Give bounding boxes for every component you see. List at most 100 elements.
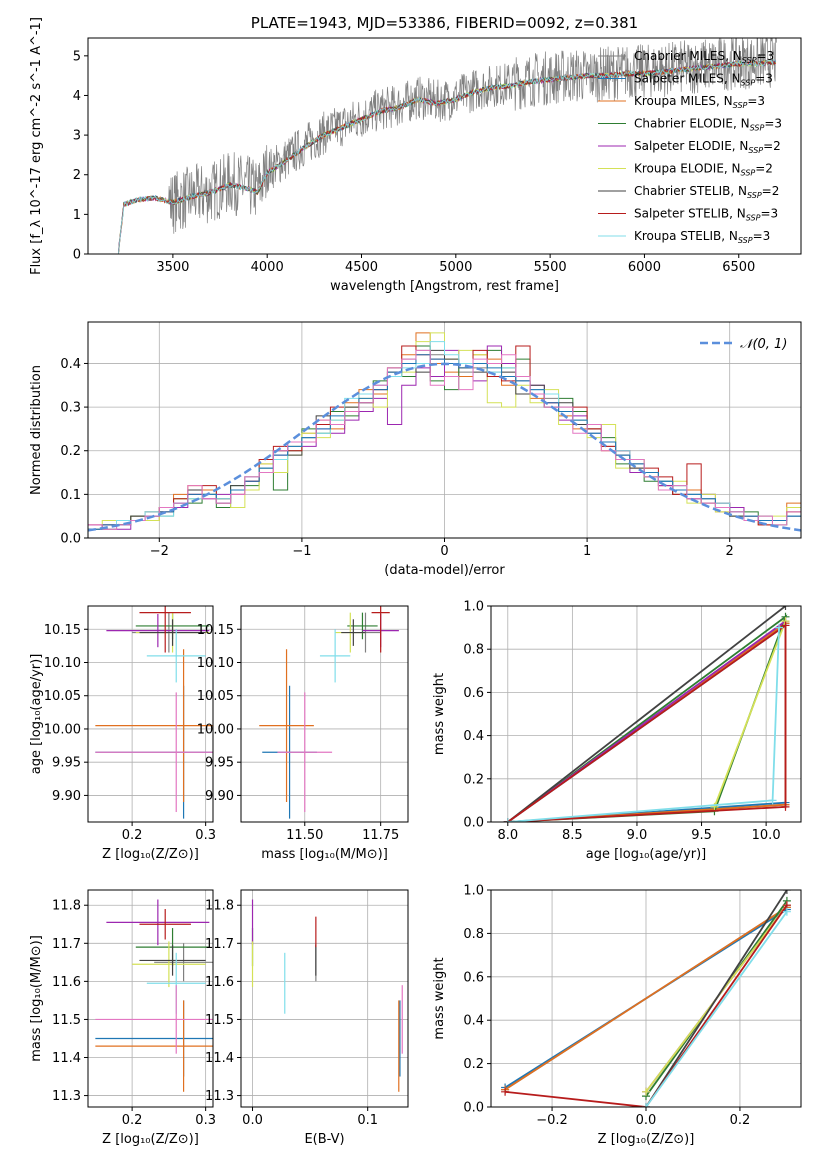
y-tick-label: 11.4 xyxy=(205,1051,234,1066)
y-tick-label: 10.05 xyxy=(197,689,234,704)
legend-label: 𝒩(0, 1) xyxy=(740,337,787,352)
x-tick-label: 0.3 xyxy=(195,828,216,843)
y-tick-label: 0.2 xyxy=(463,772,484,787)
legend-label: Chabrier ELODIE, NSSP=3 xyxy=(634,117,782,133)
legend-label: Kroupa STELIB, NSSP=3 xyxy=(634,229,770,245)
x-tick-label: 0.3 xyxy=(195,1113,216,1128)
y-tick-label: 9.95 xyxy=(205,756,234,771)
y-tick-label: 0.2 xyxy=(60,444,81,459)
x-axis-label: age [log₁₀(age/yr)] xyxy=(586,847,707,862)
legend-label: Chabrier STELIB, NSSP=2 xyxy=(634,184,779,200)
y-tick-label: 11.8 xyxy=(52,899,81,914)
mass-weight-line xyxy=(505,904,788,1107)
y-tick-label: 11.7 xyxy=(52,937,81,952)
x-axis-label: mass [log₁₀(M/M⊙)] xyxy=(261,847,388,862)
mass-weight-marker xyxy=(501,1087,510,1096)
x-tick-label: 5500 xyxy=(534,260,567,275)
mass-weight-line xyxy=(507,606,787,822)
y-tick-label: 0.8 xyxy=(463,927,484,942)
mass-weight-marker xyxy=(710,802,719,811)
y-tick-label: 0.4 xyxy=(463,729,484,744)
y-tick-label: 11.6 xyxy=(205,975,234,990)
mass_vs_Z-plot-area xyxy=(95,899,213,1092)
histogram-plot-area xyxy=(88,332,801,538)
spectrum-model-line xyxy=(117,59,777,254)
x-tick-label: 9.0 xyxy=(627,828,648,843)
y-tick-label: 10.10 xyxy=(44,656,81,671)
x-axis-label: wavelength [Angstrom, rest frame] xyxy=(330,279,559,294)
y-tick-label: 2 xyxy=(73,168,81,183)
y-tick-label: 5 xyxy=(73,49,81,64)
x-tick-label: 0.2 xyxy=(122,1113,143,1128)
x-tick-label: 6000 xyxy=(628,260,661,275)
x-tick-label: 5000 xyxy=(439,260,472,275)
x-tick-label: 0.2 xyxy=(122,828,143,843)
x-axis-label: E(B-V) xyxy=(304,1132,344,1147)
massweight_vs_age-plot-area xyxy=(503,606,790,822)
x-tick-label: 0.2 xyxy=(730,1113,751,1128)
y-tick-label: 0.1 xyxy=(60,488,81,503)
y-tick-label: 0.2 xyxy=(463,1057,484,1072)
axes-frame xyxy=(87,605,214,823)
x-tick-label: −2 xyxy=(150,544,169,559)
y-tick-label: 1 xyxy=(73,208,81,223)
axes-frame xyxy=(87,889,214,1108)
x-tick-label: 11.75 xyxy=(362,828,399,843)
mass-weight-marker xyxy=(503,818,512,822)
legend-label: Chabrier MILES, NSSP=3 xyxy=(634,49,774,65)
y-tick-label: 1.0 xyxy=(463,884,484,899)
y-tick-label: 11.6 xyxy=(52,975,81,990)
x-tick-label: 6500 xyxy=(722,260,755,275)
y-axis-label: mass weight xyxy=(432,957,447,1039)
x-tick-label: 11.50 xyxy=(286,828,323,843)
y-axis-label: mass weight xyxy=(432,673,447,755)
y-tick-label: 0 xyxy=(73,248,81,263)
x-tick-label: 1 xyxy=(583,544,591,559)
y-tick-label: 11.4 xyxy=(52,1051,81,1066)
x-axis-label: Z [log₁₀(Z/Z⊙)] xyxy=(598,1132,695,1147)
y-tick-label: 0.0 xyxy=(463,1101,484,1116)
mass-weight-line xyxy=(504,906,788,1091)
spectrum-model-line xyxy=(117,59,776,254)
y-tick-label: 10.00 xyxy=(44,722,81,737)
y-tick-label: 11.8 xyxy=(205,899,234,914)
y-tick-label: 9.90 xyxy=(52,789,81,804)
x-tick-label: 0 xyxy=(440,544,448,559)
y-tick-label: 0.0 xyxy=(60,532,81,547)
y-axis-label: mass [log₁₀(M/M⊙)] xyxy=(29,935,44,1062)
y-tick-label: 0.3 xyxy=(60,401,81,416)
y-tick-label: 3 xyxy=(73,129,81,144)
x-tick-label: −1 xyxy=(292,544,311,559)
x-tick-label: 2 xyxy=(726,544,734,559)
y-tick-label: 0.4 xyxy=(463,1014,484,1029)
axes-frame xyxy=(240,605,409,823)
x-axis-label: Z [log₁₀(Z/Z⊙)] xyxy=(102,847,199,862)
x-tick-label: 4000 xyxy=(251,260,284,275)
y-tick-label: 9.95 xyxy=(52,756,81,771)
spectrum-data-line xyxy=(117,38,777,254)
mass-weight-line xyxy=(645,890,788,1107)
x-tick-label: 0.0 xyxy=(242,1113,263,1128)
mass-weight-marker xyxy=(781,606,790,610)
legend-label: Kroupa MILES, NSSP=3 xyxy=(634,94,765,110)
mass_vs_EBV-plot-area xyxy=(251,899,403,1092)
y-tick-label: 10.15 xyxy=(197,623,234,638)
gaussian-curve xyxy=(88,362,801,532)
age_vs_mass-plot-area xyxy=(259,606,399,819)
histogram-step xyxy=(88,349,801,538)
age_vs_Z-plot-area xyxy=(95,606,213,819)
y-axis-label: Flux [f_λ 10^-17 erg cm^-2 s^-1 A^-1] xyxy=(29,17,44,275)
x-tick-label: 8.5 xyxy=(562,828,583,843)
y-tick-label: 0.4 xyxy=(60,357,81,372)
x-tick-label: 10.0 xyxy=(752,828,781,843)
mass-weight-line xyxy=(713,620,787,808)
y-axis-label: Normed distribution xyxy=(29,365,44,495)
y-tick-label: 9.90 xyxy=(205,789,234,804)
y-tick-label: 0.6 xyxy=(463,970,484,985)
y-tick-label: 10.00 xyxy=(197,722,234,737)
mass-weight-marker xyxy=(775,623,784,632)
legend-label: Salpeter ELODIE, NSSP=2 xyxy=(634,139,781,155)
mass-weight-marker xyxy=(782,907,791,916)
axes-frame xyxy=(240,889,409,1108)
